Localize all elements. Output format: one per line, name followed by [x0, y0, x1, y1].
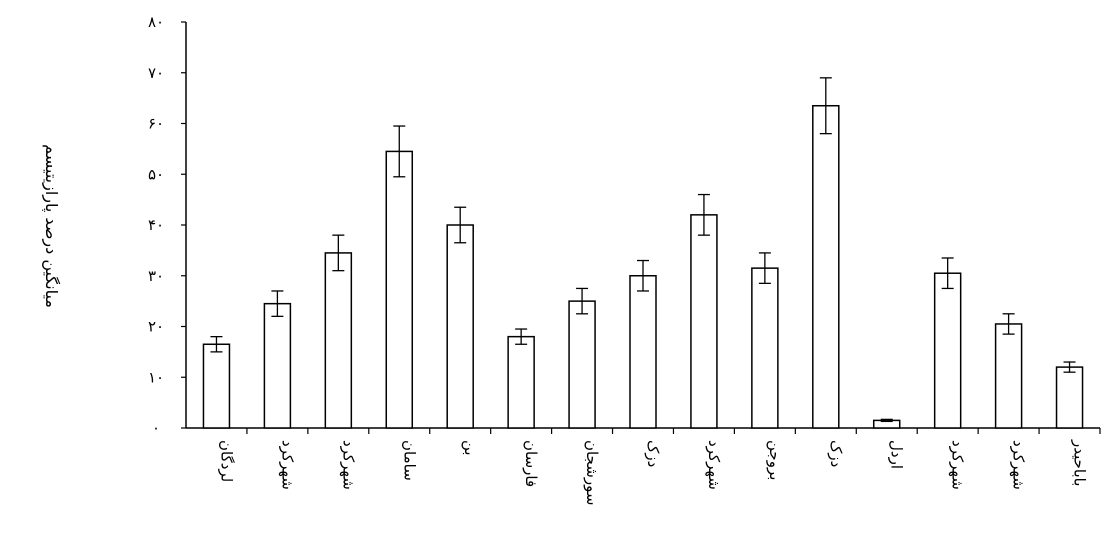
- bar: [507, 335, 535, 429]
- error-bar: [210, 335, 223, 353]
- y-tick-label: ۴۰: [148, 216, 164, 234]
- x-tick-label: شهرکرد: [705, 440, 723, 490]
- y-axis-ticks: ۰ ۱۰ ۲۰ ۳۰ ۴۰ ۵۰ ۶۰ ۷۰ ۸۰: [148, 13, 186, 437]
- error-bar: [271, 290, 284, 318]
- bar: [933, 272, 962, 429]
- y-tick-label: ۵۰: [148, 165, 164, 183]
- y-tick-label: ۳۰: [148, 267, 164, 285]
- error-bar: [637, 259, 649, 292]
- error-bar: [576, 287, 589, 315]
- error-bar: [1002, 313, 1015, 335]
- x-tick-label: سامان: [400, 440, 418, 481]
- x-axis-category-labels: لردگان شهرکرد شهرکرد سامان بن فارسان سورشجان دز…: [217, 439, 1088, 505]
- error-bar: [454, 206, 467, 244]
- error-bar: [880, 418, 893, 423]
- bar: [263, 302, 292, 429]
- y-tick-label: ۷۰: [148, 64, 164, 82]
- x-tick-label: دزک: [827, 440, 845, 467]
- error-bar: [941, 257, 954, 290]
- error-bar: [819, 77, 832, 135]
- bar: [812, 104, 840, 429]
- y-tick-label: ۶۰: [148, 115, 164, 133]
- x-tick-label: بروجن: [766, 440, 784, 480]
- error-bar: [1063, 361, 1076, 373]
- y-tick-label: ۸۰: [148, 13, 164, 31]
- bar: [994, 323, 1023, 429]
- bar: [568, 300, 596, 429]
- x-tick-label: شهرکرد: [339, 440, 357, 490]
- error-bar: [758, 252, 771, 285]
- x-tick-label: بن: [461, 440, 479, 456]
- bar: [751, 267, 779, 429]
- error-bar: [697, 193, 710, 236]
- y-axis-label: میانگین درصد پارازیتیسم: [41, 144, 61, 308]
- error-bar: [515, 328, 528, 345]
- error-bar: [332, 234, 345, 272]
- error-bar: [393, 125, 406, 178]
- y-tick-label: ۲۰: [148, 318, 164, 336]
- bar: [446, 224, 474, 429]
- x-tick-label: باباحیدر: [1071, 439, 1089, 486]
- x-tick-label: شهرکرد: [1010, 440, 1028, 490]
- x-tick-label: فارسان: [522, 440, 540, 487]
- x-tick-label: لردگان: [217, 440, 235, 482]
- x-tick-label: شهرکرد: [949, 440, 967, 490]
- x-tick-label: سورشجان: [583, 440, 601, 505]
- bars: [202, 104, 1101, 434]
- bar: [629, 275, 657, 429]
- bar: [385, 150, 414, 429]
- bar: [690, 214, 718, 429]
- bar: [1055, 366, 1084, 429]
- y-tick-label: ۱۰: [148, 368, 164, 386]
- x-tick-label: دزک: [644, 440, 662, 467]
- x-tick-label: اردل: [888, 440, 906, 469]
- error-bars: [210, 77, 1076, 423]
- bar: [324, 252, 353, 429]
- y-tick-label: ۰: [152, 419, 160, 437]
- bar: [202, 343, 231, 429]
- x-tick-label: شهرکرد: [278, 440, 296, 490]
